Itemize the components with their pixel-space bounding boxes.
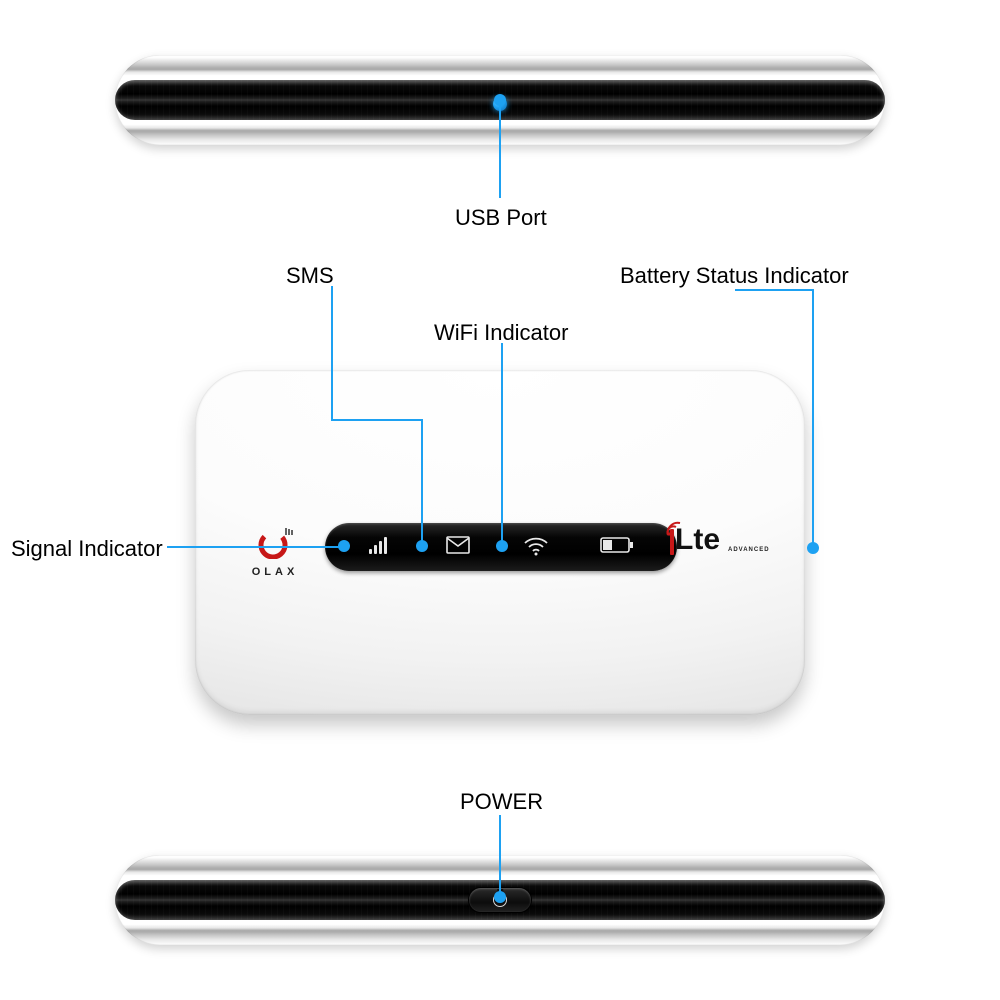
label-battery: Battery Status Indicator [620,263,849,289]
sms-icon [446,536,472,558]
network-subtext: Advanced [728,547,770,553]
device-front-view: OLAX [195,370,805,715]
label-sms: SMS [286,263,334,289]
usb-port-marker [493,97,507,111]
device-top-edge-view [115,55,885,145]
indicator-bar [325,523,677,571]
label-usb: USB Port [455,205,547,231]
device-bottom-edge-view [115,855,885,945]
brand-name: OLAX [250,566,300,578]
power-icon [493,893,507,907]
olax-icon [255,525,295,559]
signal-icon [369,536,395,558]
wifi-icon [523,536,549,558]
label-signal: Signal Indicator [11,536,163,562]
lte-wave-icon [665,520,683,538]
label-wifi: WiFi Indicator [434,320,568,346]
power-button [469,888,531,912]
battery-icon [600,536,634,558]
diagram-canvas: OLAX [0,0,1000,1000]
label-power: POWER [460,789,543,815]
brand-logo: OLAX [250,525,300,578]
